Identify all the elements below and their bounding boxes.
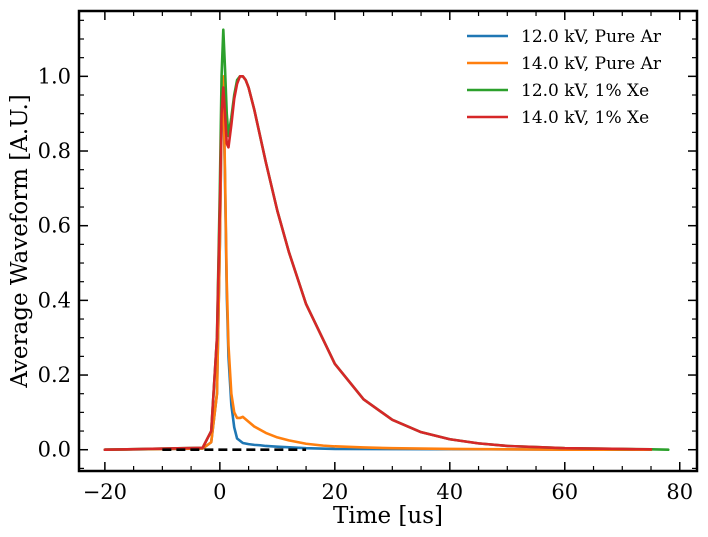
x-tick-label: 0 — [213, 480, 226, 504]
series-line-3 — [103, 75, 653, 452]
x-tick-label: 20 — [321, 480, 348, 504]
series-line-0 — [103, 86, 653, 452]
y-tick-label: 0.6 — [38, 214, 71, 238]
x-tick-label: 60 — [551, 480, 578, 504]
x-axis-label: Time [us] — [333, 503, 443, 529]
y-tick-label: 1.0 — [38, 64, 71, 88]
legend-label-1: 14.0 kV, Pure Ar — [521, 54, 662, 74]
series-layer — [103, 28, 670, 452]
series-line-1 — [103, 75, 653, 452]
legend: 12.0 kV, Pure Ar 14.0 kV, Pure Ar 12.0 kV,… — [467, 27, 662, 128]
y-tick-label: 0.2 — [38, 363, 71, 387]
y-tick-label: 0.8 — [38, 139, 71, 163]
y-tick-label: 0.4 — [38, 288, 71, 312]
legend-label-2: 12.0 kV, 1% Xe — [521, 81, 649, 101]
y-tick-label: 0.0 — [38, 438, 71, 462]
legend-label-0: 12.0 kV, Pure Ar — [521, 27, 662, 47]
x-tick-label: 40 — [436, 480, 463, 504]
x-tick-label: 80 — [666, 480, 693, 504]
x-tick-label: −20 — [83, 480, 127, 504]
y-axis-label: Average Waveform [A.U.] — [7, 94, 33, 389]
ticks-layer: −20 0 20 40 60 80 0.0 0.2 0.4 0.6 0.8 1.0 — [38, 11, 697, 504]
legend-label-3: 14.0 kV, 1% Xe — [521, 108, 649, 128]
plot-frame — [77, 9, 699, 473]
